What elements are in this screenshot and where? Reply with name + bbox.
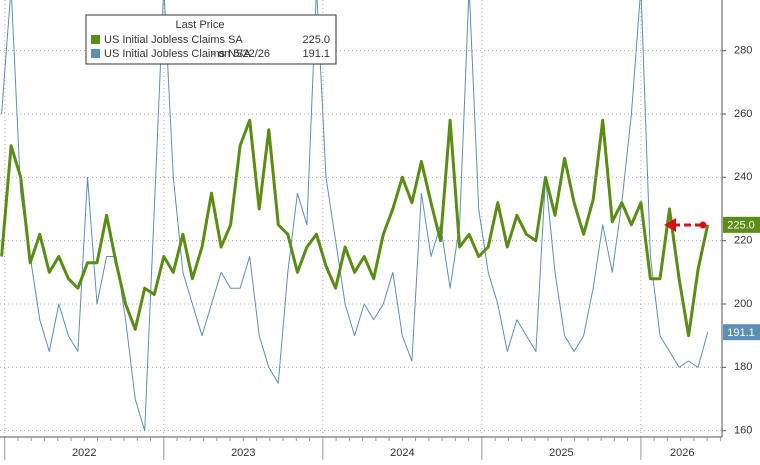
y-tick-label: 200 [734, 298, 752, 310]
legend-swatch [91, 35, 100, 44]
legend-title: Last Price [176, 19, 225, 31]
last-value-label: 191.1 [727, 327, 755, 339]
y-tick-label: 160 [734, 425, 752, 437]
y-tick-label: 180 [734, 361, 752, 373]
plot-area [0, 0, 710, 432]
x-tick-label: 2025 [549, 447, 573, 459]
x-tick-label: 2026 [670, 447, 694, 459]
x-tick-label: 2023 [231, 447, 255, 459]
legend-value: 225.0 [302, 34, 330, 46]
legend: Last Price US Initial Jobless Claims SA … [85, 14, 337, 65]
last-value-tag [723, 324, 760, 341]
x-tick-label: 2024 [390, 447, 414, 459]
arrow-head [664, 218, 676, 232]
legend-swatch [91, 49, 100, 58]
legend-label: US Initial Jobless Claims NSA [104, 48, 251, 60]
legend-value: 191.1 [302, 48, 330, 60]
legend-label: US Initial Jobless Claims SA [104, 34, 243, 46]
arrow-dot [699, 221, 707, 229]
legend-note: - on 5/22/26 [211, 48, 270, 60]
y-tick-label: 220 [734, 235, 752, 247]
y-tick-label: 240 [734, 171, 752, 183]
x-tick-label: 2022 [72, 447, 96, 459]
legend-box [85, 14, 337, 65]
last-value-label: 225.0 [727, 220, 755, 232]
series-line [0, 118, 710, 338]
arrow [664, 218, 707, 232]
last-value-tag [723, 216, 760, 233]
y-tick-label: 280 [734, 45, 752, 57]
y-tick-label: 260 [734, 108, 752, 120]
